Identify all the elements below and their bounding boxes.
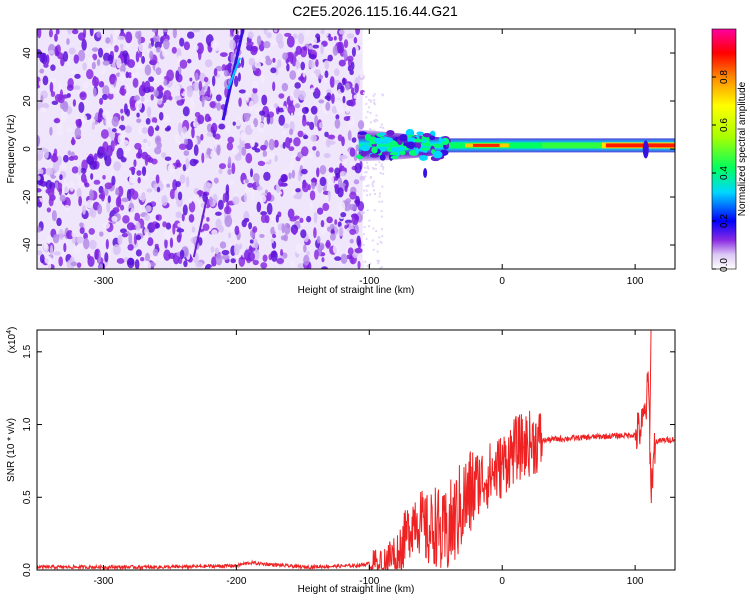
- snr-series-line: [37, 330, 675, 570]
- snr-x-tick-label: 100: [627, 576, 644, 587]
- spectrogram-streak: [192, 29, 245, 258]
- colorbar-tick-label: 0.2: [719, 214, 730, 228]
- spectrogram-x-tick-label: -300: [93, 276, 113, 287]
- spectrogram-x-tick-label: 0: [499, 276, 505, 287]
- snr-x-tick-label: -300: [93, 576, 113, 587]
- snr-x-tick-label: -200: [226, 576, 246, 587]
- spectrogram-x-tick-label: 100: [627, 276, 644, 287]
- snr-x-ticks: -300 -200 -100 0 100: [93, 330, 644, 587]
- snr-y-label: SNR (10 * v/v): [6, 418, 17, 482]
- colorbar-tick-label: 0.0: [719, 258, 730, 272]
- spectrogram-signal-band: [356, 128, 675, 178]
- snr-scale-label: (x104): [6, 327, 18, 354]
- spectrogram-y-ticks: -40 -20 0 20 40: [22, 47, 675, 252]
- colorbar-tick-label: 0.6: [719, 118, 730, 132]
- spectrogram-x-label: Height of straight line (km): [298, 285, 415, 296]
- colorbar-tick-label: 0.8: [719, 70, 730, 84]
- spectrogram-y-tick-label: -20: [22, 189, 33, 204]
- snr-x-tick-label: 0: [499, 576, 505, 587]
- snr-panel: -300 -200 -100 0 100 0.0 0.5 1.0 1.5 Height of …: [6, 327, 676, 595]
- colorbar-label: Normalized spectral amplitude: [737, 81, 748, 216]
- snr-y-tick-label: 0.5: [22, 490, 33, 504]
- spectrogram-x-ticks: -300 -200 -100 0 100: [93, 29, 644, 287]
- snr-frame: [36, 329, 676, 571]
- spectrogram-y-tick-label: 0: [22, 146, 33, 152]
- spectrogram-x-tick-label: -200: [226, 276, 246, 287]
- spectrogram-y-tick-label: 40: [22, 47, 33, 59]
- snr-x-label: Height of straight line (km): [298, 584, 415, 595]
- snr-y-tick-label: 1.0: [22, 417, 33, 431]
- snr-y-tick-label: 1.5: [22, 344, 33, 358]
- colorbar: 0.0 0.2 0.4 0.6 0.8 Normalized spectral ampl…: [711, 28, 748, 272]
- spectrogram-y-tick-label: -40: [22, 237, 33, 252]
- spectrogram-image: [37, 29, 675, 269]
- snr-x-tick-label: -100: [359, 576, 379, 587]
- spectrogram-x-tick-label: -100: [359, 276, 379, 287]
- svg-text:(x104): (x104): [6, 327, 18, 354]
- spectrogram-noise-region: [37, 29, 385, 269]
- colorbar-ticks: 0.0 0.2 0.4 0.6 0.8: [712, 70, 730, 272]
- snr-y-ticks: 0.0 0.5 1.0 1.5: [22, 344, 675, 577]
- colorbar-tick-label: 0.4: [719, 166, 730, 180]
- colorbar-gradient: [711, 28, 737, 270]
- chart-title: C2E5.2026.115.16.44.G21: [292, 3, 458, 19]
- spectrogram-y-tick-label: 20: [22, 95, 33, 107]
- spectrogram-y-label: Frequency (Hz): [6, 115, 17, 184]
- snr-y-tick-label: 0.0: [22, 563, 33, 577]
